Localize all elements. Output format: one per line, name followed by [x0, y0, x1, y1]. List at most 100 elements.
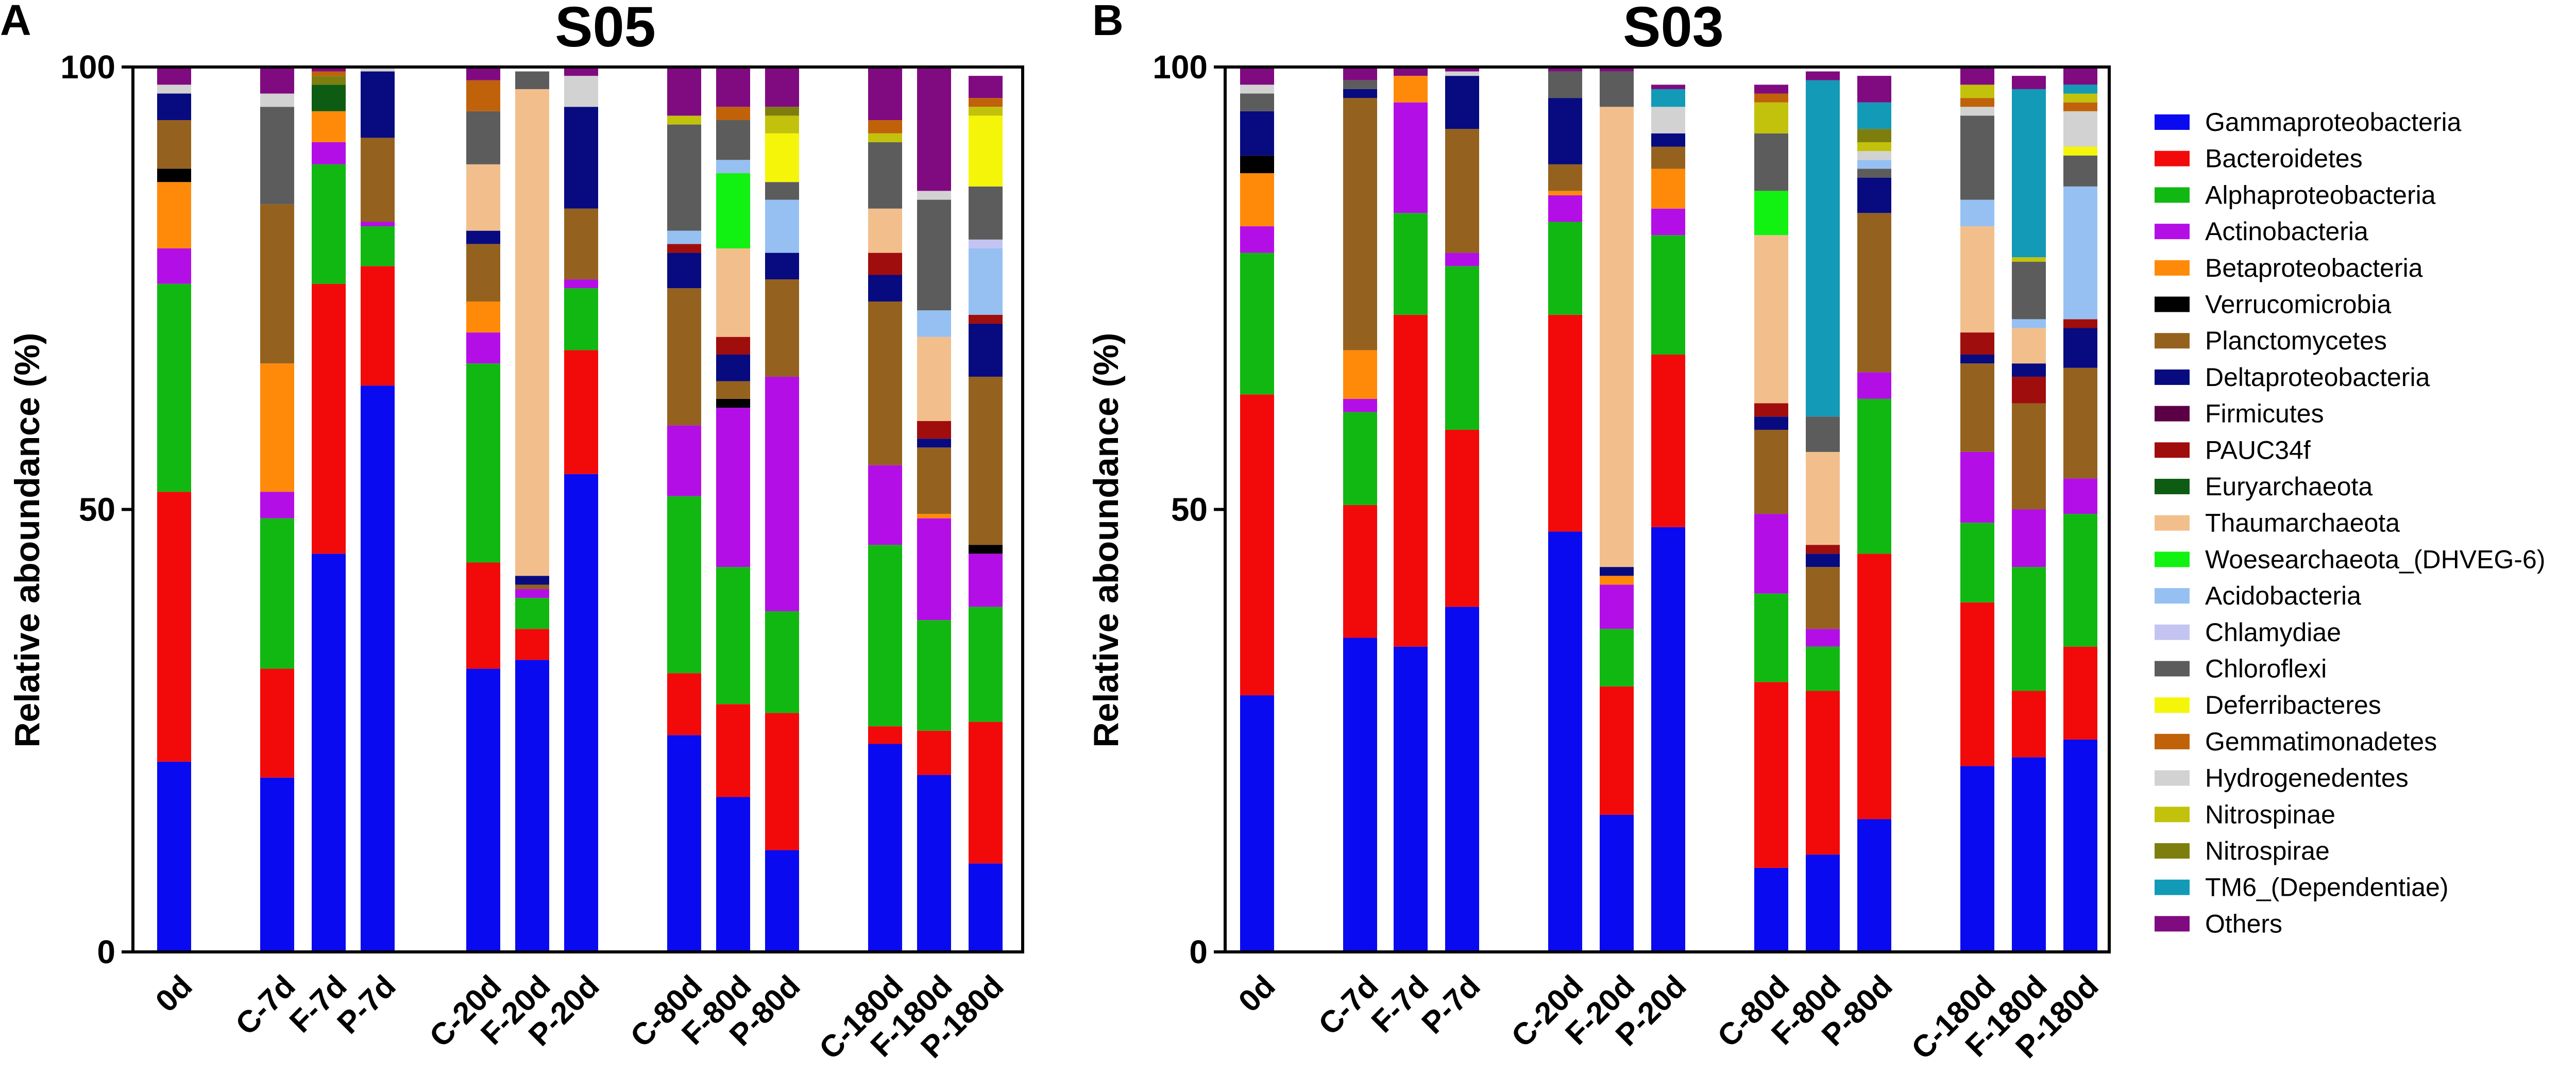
legend-label: PAUC34f	[2205, 435, 2311, 464]
bar-segment-gammaproteobacteria	[969, 863, 1003, 952]
bar-segment-alphaproteobacteria	[361, 226, 395, 266]
legend-swatch	[2155, 807, 2190, 823]
legend-label: Chloroflexi	[2205, 655, 2327, 683]
bar-segment-planctomycetes	[1754, 429, 1788, 514]
bar-segment-planctomycetes	[260, 204, 294, 364]
bar-segment-planctomycetes	[564, 208, 598, 280]
bar-segment-actinobacteria	[361, 222, 395, 227]
y-tick-label: 50	[1171, 491, 1208, 528]
bar-segment-alphaproteobacteria	[2063, 514, 2097, 647]
bar-segment-nitrospinae	[1857, 142, 1891, 152]
bar-segment-gammaproteobacteria	[466, 668, 500, 952]
bar-segment-gemmatimonadetes	[716, 107, 750, 121]
bar-segment-others	[564, 67, 598, 76]
bar-segment-bacteroidetes	[260, 668, 294, 778]
bar-segment-others	[260, 67, 294, 94]
bar-stack-a-f-20d	[515, 71, 549, 952]
bar-segment-planctomycetes	[1548, 164, 1582, 191]
legend: Gammaproteobacteria Bacteroidetes Alphapro…	[2155, 108, 2545, 938]
bar-segment-chloroflexi	[1754, 133, 1788, 191]
legend-swatch	[2155, 260, 2190, 276]
bar-segment-actinobacteria	[1857, 372, 1891, 399]
bar-segment-alphaproteobacteria	[868, 545, 902, 727]
bar-segment-acidobacteria	[2012, 319, 2046, 328]
bar-stack-b-p-80d	[1857, 76, 1891, 952]
bar-segment-chloroflexi	[515, 71, 549, 89]
chart-panel-a: A S05 Relative aboundance (%) 0d C-7dF-7d…	[0, 0, 1024, 1066]
bar-segment-deltaproteobacteria	[515, 576, 549, 585]
bar-segment-hydrogenedentes	[2063, 111, 2097, 147]
bar-segment-actinobacteria	[1548, 195, 1582, 222]
bar-segment-alphaproteobacteria	[917, 620, 951, 731]
legend-item-euryarchaeota: Euryarchaeota	[2155, 472, 2372, 501]
bar-segment-deltaproteobacteria	[361, 71, 395, 138]
bar-segment-deltaproteobacteria	[1548, 98, 1582, 164]
bar-segment-gammaproteobacteria	[1754, 867, 1788, 952]
bar-segment-bacteroidetes	[667, 673, 701, 735]
bar-segment-alphaproteobacteria	[765, 611, 799, 713]
bar-segment-deltaproteobacteria	[1651, 133, 1685, 147]
legend-swatch	[2155, 770, 2190, 786]
bar-segment-tm6-dependentiae	[1806, 80, 1840, 417]
legend-swatch	[2155, 624, 2190, 640]
bar-segment-gammaproteobacteria	[157, 761, 191, 952]
bar-segment-others	[1960, 67, 1994, 85]
bar-segment-gammaproteobacteria	[1445, 607, 1479, 952]
bar-segment-gammaproteobacteria	[312, 554, 346, 952]
bar-segment-verrucomicrobia	[716, 398, 750, 408]
bar-segment-planctomycetes	[765, 279, 799, 377]
bar-segment-actinobacteria	[157, 248, 191, 284]
bar-segment-planctomycetes	[1857, 213, 1891, 373]
legend-label: Gammaproteobacteria	[2205, 108, 2462, 137]
bar-segment-bacteroidetes	[361, 266, 395, 386]
bar-segment-actinobacteria	[1600, 584, 1634, 629]
legend-label: Chlamydiae	[2205, 618, 2341, 647]
bar-segment-others	[917, 67, 951, 191]
bar-segment-actinobacteria	[917, 518, 951, 621]
bar-segment-bacteroidetes	[1445, 429, 1479, 607]
bar-segment-deltaproteobacteria	[1806, 554, 1840, 567]
bar-segment-thaumarchaeota	[466, 164, 500, 231]
bar-segment-gammaproteobacteria	[515, 660, 549, 952]
bar-segment-alphaproteobacteria	[312, 164, 346, 284]
bar-segment-others	[1806, 71, 1840, 80]
bar-segment-pauc34f	[716, 337, 750, 355]
bar-segment-chloroflexi	[1240, 93, 1274, 111]
x-tick-label: F-7d	[1365, 968, 1435, 1039]
bar-segment-thaumarchaeota	[1754, 235, 1788, 404]
bar-segment-alphaproteobacteria	[1806, 646, 1840, 691]
legend-item-others: Others	[2155, 909, 2282, 938]
bar-segment-others	[1548, 67, 1582, 72]
x-tick-label: 0d	[149, 968, 199, 1018]
bar-segment-pauc34f	[917, 421, 951, 439]
bar-segment-bacteroidetes	[312, 283, 346, 554]
bar-segment-chloroflexi	[1960, 115, 1994, 200]
bar-segment-gammaproteobacteria	[1240, 695, 1274, 952]
bar-segment-thaumarchaeota	[716, 248, 750, 337]
bar-segment-tm6-dependentiae	[2063, 85, 2097, 94]
legend-item-nitrospirae: Nitrospirae	[2155, 836, 2330, 865]
bar-segment-gammaproteobacteria	[917, 775, 951, 952]
bar-segment-bacteroidetes	[1754, 682, 1788, 868]
bar-segment-deltaproteobacteria	[1600, 567, 1634, 576]
bar-segment-deltaproteobacteria	[1445, 76, 1479, 129]
bar-segment-alphaproteobacteria	[1960, 523, 1994, 602]
bar-segment-bacteroidetes	[1394, 314, 1428, 647]
legend-item-chlamydiae: Chlamydiae	[2155, 618, 2341, 647]
bar-segment-planctomycetes	[157, 120, 191, 169]
bar-segment-actinobacteria	[515, 589, 549, 598]
bar-segment-gemmatimonadetes	[466, 80, 500, 111]
legend-swatch	[2155, 697, 2190, 713]
bar-segment-pauc34f	[2012, 376, 2046, 404]
bar-segment-alphaproteobacteria	[667, 496, 701, 674]
bar-stack-b-0d	[1240, 67, 1274, 952]
y-axis-label-b: Relative aboundance (%)	[1087, 333, 1126, 748]
bar-segment-chloroflexi	[667, 124, 701, 231]
bar-segment-planctomycetes	[1960, 363, 1994, 452]
bar-segment-tm6-dependentiae	[2012, 89, 2046, 258]
legend-swatch	[2155, 879, 2190, 895]
bar-segment-gammaproteobacteria	[260, 777, 294, 952]
legend-swatch	[2155, 114, 2190, 130]
bar-segment-actinobacteria	[564, 279, 598, 289]
